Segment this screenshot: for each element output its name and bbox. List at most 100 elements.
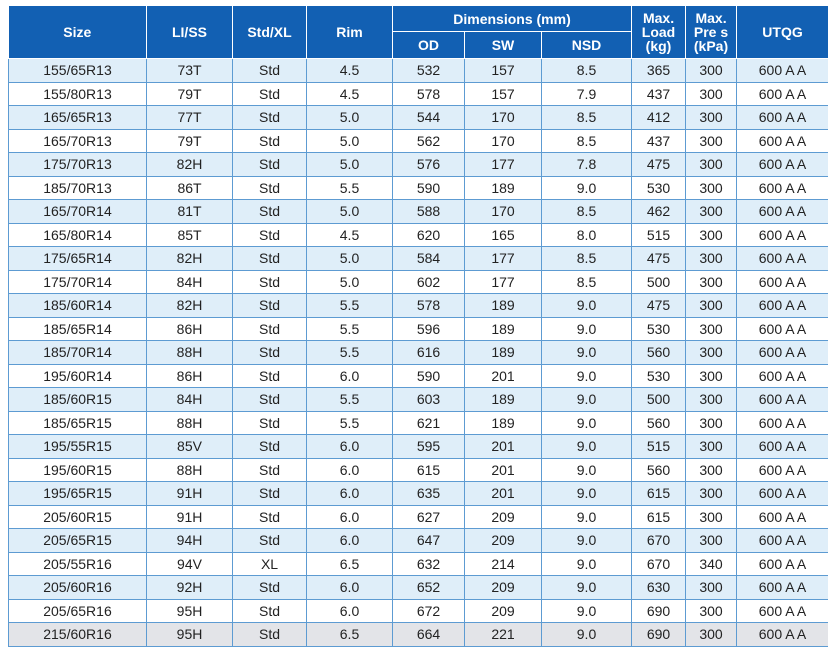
nsd-cell: 9.0 (542, 294, 632, 318)
od-cell: 532 (393, 59, 465, 83)
od-cell: 588 (393, 200, 465, 224)
max-load-cell: 437 (632, 82, 686, 106)
sw-cell: 201 (465, 435, 542, 459)
li-ss-cell: 92H (147, 576, 233, 600)
od-cell: 562 (393, 129, 465, 153)
size-cell: 195/60R14 (9, 364, 147, 388)
li-ss-cell: 84H (147, 270, 233, 294)
li-ss-cell: 85V (147, 435, 233, 459)
max-load-cell: 500 (632, 388, 686, 412)
rim-cell: 4.5 (307, 82, 393, 106)
rim-cell: 6.0 (307, 576, 393, 600)
max-pres-cell: 300 (686, 153, 737, 177)
utqg-cell: 600 A A (737, 388, 828, 412)
od-cell: 621 (393, 411, 465, 435)
header-sw: SW (465, 32, 542, 59)
std-xl-cell: Std (233, 435, 307, 459)
max-pres-cell: 300 (686, 529, 737, 553)
std-xl-cell: XL (233, 552, 307, 576)
nsd-cell: 7.9 (542, 82, 632, 106)
header-max-load: Max. Load (kg) (632, 6, 686, 59)
li-ss-cell: 91H (147, 482, 233, 506)
utqg-cell: 600 A A (737, 411, 828, 435)
li-ss-cell: 84H (147, 388, 233, 412)
max-load-cell: 437 (632, 129, 686, 153)
utqg-cell: 600 A A (737, 576, 828, 600)
size-cell: 195/55R15 (9, 435, 147, 459)
std-xl-cell: Std (233, 623, 307, 647)
od-cell: 590 (393, 176, 465, 200)
max-pres-cell: 300 (686, 223, 737, 247)
od-cell: 595 (393, 435, 465, 459)
od-cell: 578 (393, 82, 465, 106)
std-xl-cell: Std (233, 529, 307, 553)
utqg-cell: 600 A A (737, 623, 828, 647)
size-cell: 175/65R14 (9, 247, 147, 271)
size-cell: 185/65R15 (9, 411, 147, 435)
sw-cell: 189 (465, 411, 542, 435)
nsd-cell: 8.5 (542, 106, 632, 130)
utqg-cell: 600 A A (737, 294, 828, 318)
utqg-cell: 600 A A (737, 505, 828, 529)
sw-cell: 157 (465, 82, 542, 106)
sw-cell: 177 (465, 247, 542, 271)
max-load-cell: 530 (632, 317, 686, 341)
utqg-cell: 600 A A (737, 552, 828, 576)
size-cell: 155/80R13 (9, 82, 147, 106)
max-load-cell: 530 (632, 364, 686, 388)
utqg-cell: 600 A A (737, 529, 828, 553)
std-xl-cell: Std (233, 505, 307, 529)
max-load-cell: 560 (632, 411, 686, 435)
rim-cell: 6.0 (307, 482, 393, 506)
od-cell: 590 (393, 364, 465, 388)
rim-cell: 6.0 (307, 599, 393, 623)
header-std-xl: Std/XL (233, 6, 307, 59)
std-xl-cell: Std (233, 59, 307, 83)
max-pres-cell: 300 (686, 59, 737, 83)
nsd-cell: 8.5 (542, 59, 632, 83)
utqg-cell: 600 A A (737, 129, 828, 153)
max-load-cell: 690 (632, 623, 686, 647)
od-cell: 544 (393, 106, 465, 130)
size-cell: 215/60R16 (9, 623, 147, 647)
std-xl-cell: Std (233, 294, 307, 318)
rim-cell: 6.5 (307, 552, 393, 576)
utqg-cell: 600 A A (737, 458, 828, 482)
sw-cell: 209 (465, 505, 542, 529)
size-cell: 185/60R14 (9, 294, 147, 318)
rim-cell: 4.5 (307, 223, 393, 247)
sw-cell: 189 (465, 294, 542, 318)
max-load-cell: 615 (632, 505, 686, 529)
od-cell: 603 (393, 388, 465, 412)
sw-cell: 209 (465, 599, 542, 623)
li-ss-cell: 91H (147, 505, 233, 529)
sw-cell: 189 (465, 341, 542, 365)
max-pres-cell: 300 (686, 82, 737, 106)
std-xl-cell: Std (233, 364, 307, 388)
tire-spec-table: Size LI/SS Std/XL Rim Dimensions (mm) Ma… (8, 6, 828, 647)
li-ss-cell: 88H (147, 411, 233, 435)
li-ss-cell: 86H (147, 317, 233, 341)
od-cell: 616 (393, 341, 465, 365)
utqg-cell: 600 A A (737, 106, 828, 130)
sw-cell: 209 (465, 576, 542, 600)
max-pres-cell: 300 (686, 435, 737, 459)
std-xl-cell: Std (233, 341, 307, 365)
utqg-cell: 600 A A (737, 599, 828, 623)
size-cell: 195/65R15 (9, 482, 147, 506)
utqg-cell: 600 A A (737, 82, 828, 106)
max-pres-cell: 300 (686, 388, 737, 412)
std-xl-cell: Std (233, 576, 307, 600)
rim-cell: 5.0 (307, 270, 393, 294)
size-cell: 165/70R13 (9, 129, 147, 153)
sw-cell: 170 (465, 200, 542, 224)
nsd-cell: 9.0 (542, 176, 632, 200)
sw-cell: 177 (465, 153, 542, 177)
